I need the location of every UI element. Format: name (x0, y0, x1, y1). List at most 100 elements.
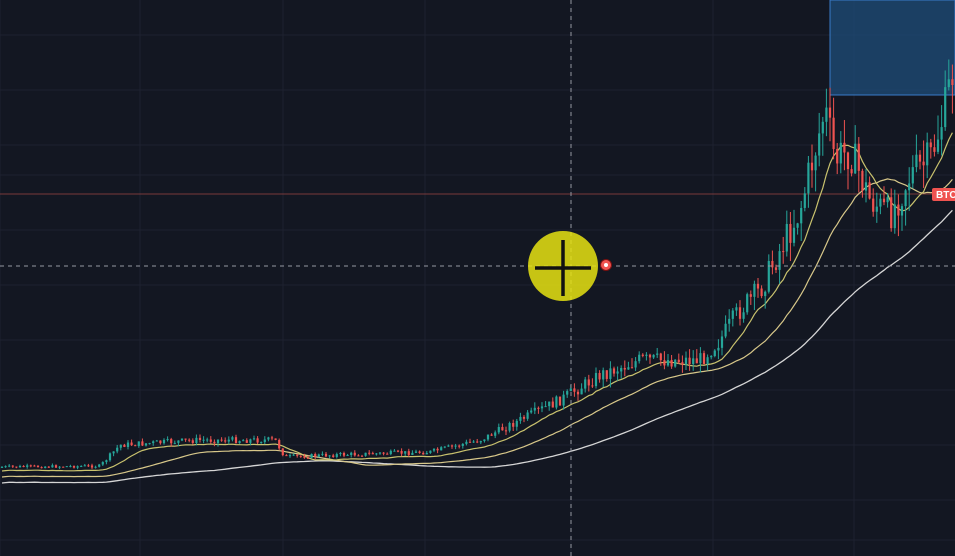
candle (947, 59, 950, 91)
candle (782, 236, 785, 264)
candle (458, 444, 461, 449)
symbol-tag-label: BTC (936, 190, 955, 201)
candle (778, 243, 781, 284)
candle (116, 444, 119, 454)
candle (267, 436, 270, 442)
candle (400, 448, 403, 457)
candle (771, 250, 774, 275)
candle (879, 193, 882, 215)
candle (713, 349, 716, 358)
candle (159, 440, 162, 445)
candle (562, 390, 565, 410)
candle (472, 440, 475, 443)
candle (44, 466, 47, 469)
candle (238, 440, 241, 444)
candle (652, 354, 655, 359)
candle (468, 438, 472, 443)
mid-ma-line (1, 178, 953, 478)
candle (436, 447, 439, 454)
candle (706, 354, 709, 371)
candle (209, 436, 212, 444)
candle (670, 355, 673, 369)
candle (818, 112, 821, 167)
candle (753, 280, 756, 311)
candle (630, 358, 634, 369)
candle (872, 188, 875, 217)
candle (180, 438, 184, 442)
candle (720, 330, 724, 356)
candle (90, 463, 94, 470)
candle (407, 448, 410, 458)
candle (868, 176, 871, 200)
candle (443, 446, 446, 449)
candle (580, 383, 583, 395)
candle (576, 389, 580, 401)
candle (191, 438, 194, 445)
candle (789, 212, 792, 262)
candle (486, 434, 490, 442)
candle (476, 438, 479, 444)
candle (479, 440, 482, 445)
candle (26, 463, 29, 469)
candle (33, 464, 36, 467)
candle (213, 439, 216, 447)
candle (155, 439, 158, 442)
candle (828, 87, 832, 142)
candle (677, 353, 680, 365)
candle (335, 452, 338, 459)
candle (512, 419, 515, 432)
candle (80, 465, 83, 468)
candle (76, 465, 79, 470)
candle (731, 308, 734, 327)
moving-averages (1, 132, 953, 484)
candle (558, 396, 562, 406)
candle (530, 407, 533, 414)
candle (933, 134, 936, 157)
candle (22, 465, 25, 468)
candle (256, 436, 259, 445)
candle (425, 450, 428, 455)
symbol-price-tag[interactable]: BTC (932, 188, 955, 201)
candle (692, 350, 695, 371)
candle (864, 168, 868, 203)
candle (29, 464, 32, 468)
candle (65, 466, 68, 468)
candle (494, 430, 497, 439)
candle (368, 450, 371, 456)
candle (220, 437, 223, 442)
candle (83, 463, 86, 467)
candle (900, 203, 904, 231)
candle (112, 451, 115, 457)
candle (231, 435, 234, 442)
candle (144, 443, 148, 447)
candle (130, 439, 133, 446)
candle (645, 352, 648, 361)
candle (206, 437, 209, 443)
candle (749, 290, 752, 305)
candle (605, 370, 608, 382)
candle (785, 210, 788, 257)
candle (710, 355, 713, 360)
candle (825, 88, 828, 137)
candle (728, 309, 731, 332)
candle (260, 441, 263, 444)
candle (54, 464, 58, 469)
selection-box[interactable] (829, 0, 955, 96)
candle (735, 303, 738, 316)
fast-ma-line (1, 132, 953, 472)
candle (137, 441, 140, 448)
candle (544, 401, 547, 408)
candle (346, 453, 349, 456)
candle (0, 465, 4, 468)
candle (803, 187, 806, 212)
candle (602, 367, 605, 388)
candle (454, 443, 457, 450)
candle (350, 451, 353, 458)
candle (15, 466, 18, 469)
candle (738, 300, 742, 326)
candle (508, 421, 511, 433)
candle (609, 361, 612, 388)
